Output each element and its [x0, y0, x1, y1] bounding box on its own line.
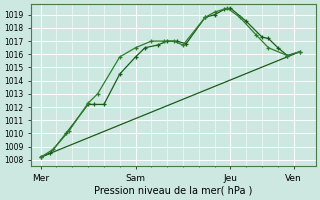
X-axis label: Pression niveau de la mer( hPa ): Pression niveau de la mer( hPa ): [94, 186, 253, 196]
